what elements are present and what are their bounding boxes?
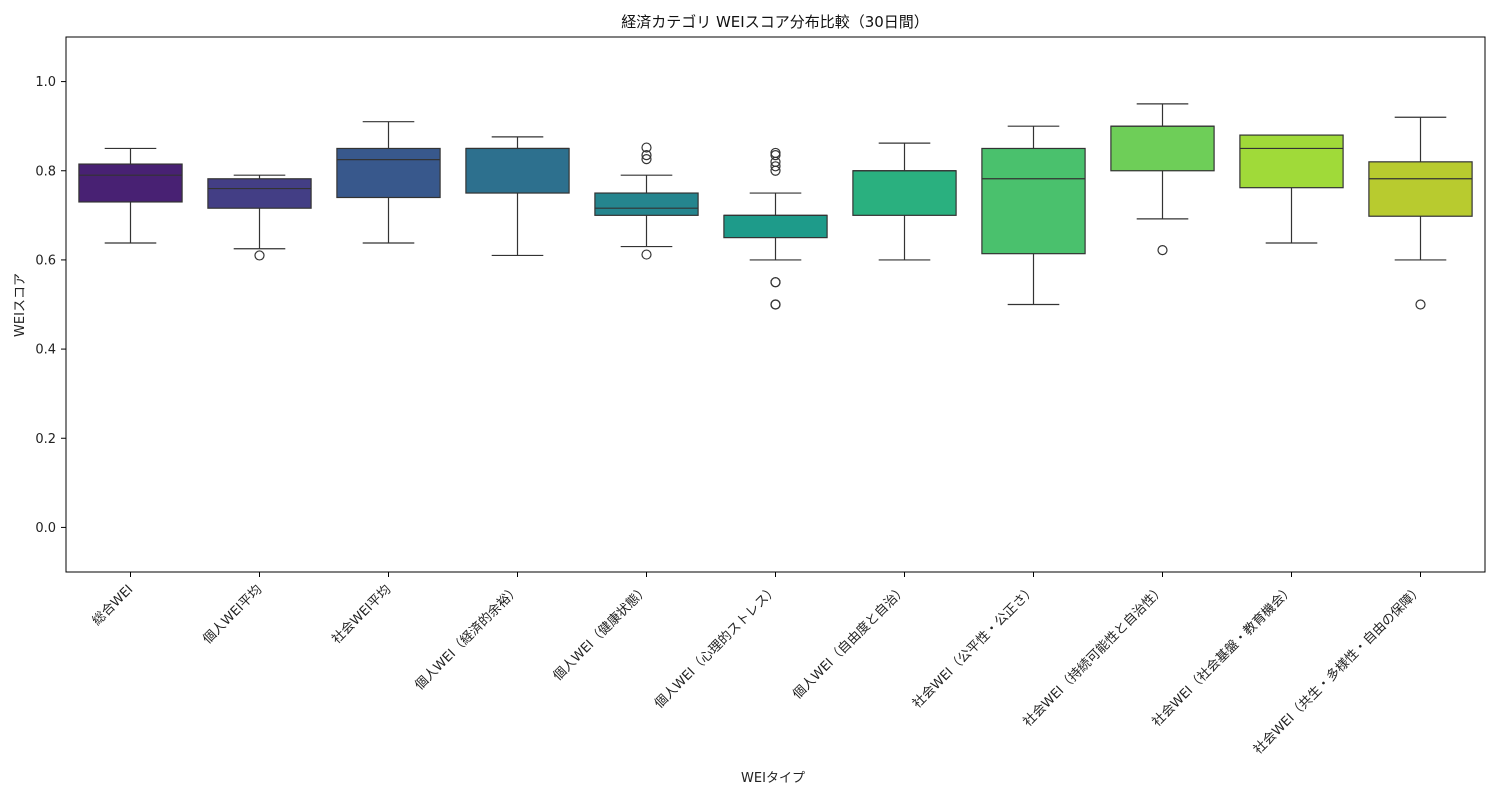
box-6 <box>723 147 828 310</box>
box-iqr <box>723 214 828 239</box>
box-8 <box>981 125 1086 306</box>
y-axis-title: WEIスコア <box>13 273 28 337</box>
chart-title: 経済カテゴリ WEIスコア分布比較（30日間） <box>621 13 929 31</box>
box-series <box>78 103 1473 310</box>
x-axis: 総合WEI 個人WEI平均 社会WEI平均 個人WEI（経済的余裕） 個人WEI（健康状… <box>90 572 1426 758</box>
outlier-point <box>770 161 781 172</box>
outlier-point <box>770 147 781 159</box>
box-iqr <box>1110 125 1215 172</box>
box-iqr <box>207 178 312 209</box>
outlier-point <box>641 249 652 260</box>
box-4 <box>465 136 570 257</box>
outlier-point <box>770 277 781 288</box>
outlier-point <box>641 154 652 165</box>
y-axis: 0.0 0.2 0.4 0.6 0.8 1.0 <box>35 75 66 536</box>
box-3 <box>336 121 441 244</box>
box-iqr <box>336 147 441 199</box>
x-tick-label: 個人WEI（心理的ストレス） <box>651 582 781 712</box>
outlier-point <box>770 150 781 161</box>
outlier-point <box>254 250 265 261</box>
box-iqr <box>1239 134 1344 189</box>
box-iqr <box>852 170 957 216</box>
outlier-point <box>770 165 781 176</box>
x-tick-label: 個人WEI（健康状態） <box>550 582 652 684</box>
plot-area-frame <box>65 36 1486 573</box>
box-iqr <box>465 147 570 194</box>
x-tick-label: 個人WEI平均 <box>200 582 265 647</box>
outlier-point <box>1415 299 1426 310</box>
box-2 <box>207 174 312 261</box>
x-tick-label: 個人WEI（自由度と自治） <box>789 582 910 703</box>
box-11 <box>1368 116 1473 310</box>
y-tick-label: 0.6 <box>35 253 56 268</box>
x-axis-title: WEIタイプ <box>741 771 805 786</box>
box-iqr <box>981 147 1086 255</box>
outlier-point <box>641 142 652 153</box>
x-tick-label: 社会WEI（社会基盤・教育機会） <box>1149 582 1297 730</box>
y-tick-label: 0.8 <box>35 164 56 179</box>
y-tick-label: 0.2 <box>35 432 56 447</box>
box-1 <box>78 147 183 244</box>
x-tick-label: 個人WEI（経済的余裕） <box>412 582 524 694</box>
y-tick-label: 1.0 <box>35 75 56 90</box>
box-iqr <box>594 192 699 216</box>
y-tick-label: 0.4 <box>35 343 56 358</box>
box-10 <box>1239 134 1344 244</box>
outlier-point <box>1157 245 1168 256</box>
box-iqr <box>1368 161 1473 217</box>
outlier-point <box>641 150 652 161</box>
box-5 <box>594 142 699 260</box>
x-tick-label: 総合WEI <box>90 582 137 629</box>
x-tick-label: 社会WEI（持続可能性と自治性） <box>1020 582 1168 730</box>
x-tick-label: 社会WEI平均 <box>329 582 395 648</box>
x-tick-label: 社会WEI（公平性・公正さ） <box>909 582 1039 712</box>
box-iqr <box>78 163 183 203</box>
box-9 <box>1110 103 1215 256</box>
box-7 <box>852 142 957 261</box>
outlier-point <box>770 299 781 310</box>
y-tick-label: 0.0 <box>35 521 56 536</box>
